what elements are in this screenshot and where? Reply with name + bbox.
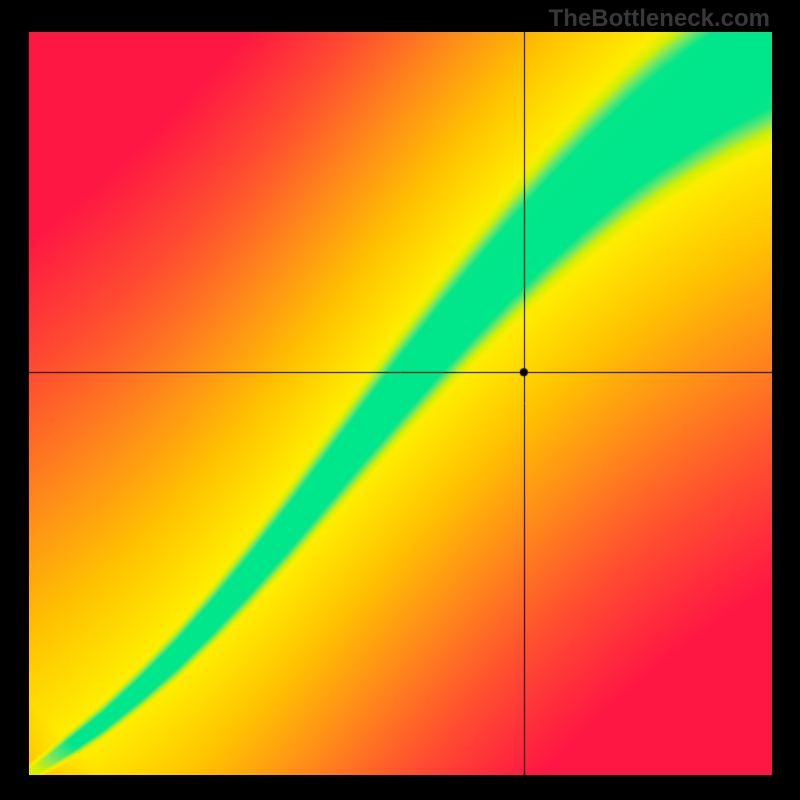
bottleneck-heatmap (29, 32, 772, 775)
figure-container: TheBottleneck.com (0, 0, 800, 800)
watermark-text: TheBottleneck.com (549, 5, 770, 33)
